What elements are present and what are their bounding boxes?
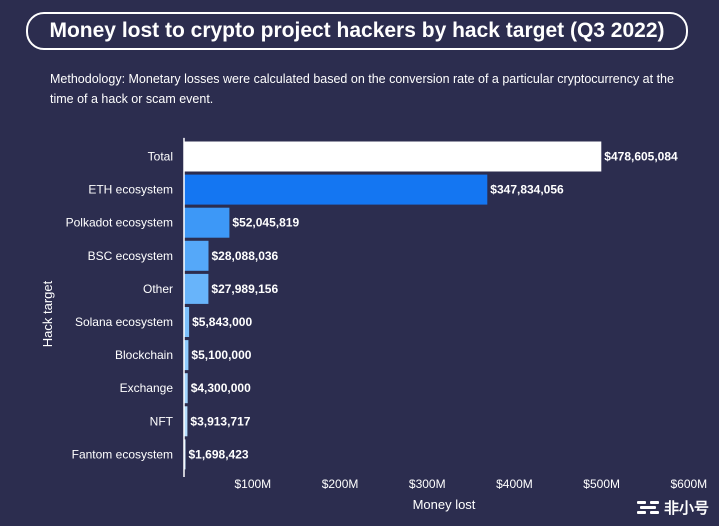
data-label: $4,300,000 [191,381,251,395]
category-label: BSC ecosystem [88,249,173,263]
bar-0 [184,141,602,172]
data-label: $3,913,717 [190,414,250,428]
methodology-note: Methodology: Monetary losses were calcul… [50,72,674,106]
category-label: Exchange [120,381,174,395]
category-label: Other [143,282,173,296]
y-axis-title: Hack target [40,280,55,347]
bar-6 [184,340,189,371]
bar-5 [184,307,190,337]
category-label: NFT [150,414,174,428]
bar-2 [184,207,230,238]
x-tick-label: $100M [234,477,271,491]
data-label: $478,605,084 [604,150,678,164]
bar-4 [184,273,209,304]
data-label: $347,834,056 [490,183,564,197]
data-label: $27,989,156 [211,282,278,296]
bar-7 [184,373,188,404]
data-label: $28,088,036 [212,249,279,263]
chart-title-box: Money lost to crypto project hackers by … [26,12,688,50]
bar-1 [184,174,488,205]
data-label: $5,100,000 [191,348,251,362]
category-label: Polkadot ecosystem [66,216,173,230]
x-tick-label: $300M [409,477,446,491]
category-label: Blockchain [115,348,173,362]
data-label: $52,045,819 [232,216,299,230]
x-axis-title: Money lost [413,497,476,512]
data-label: $5,843,000 [192,315,252,329]
watermark: 非小号 [636,497,709,518]
x-tick-label: $400M [496,477,533,491]
x-tick-label: $200M [322,477,359,491]
x-tick-label: $500M [583,477,620,491]
watermark-logo-icon [636,500,659,516]
bar-8 [184,406,188,437]
chart-title: Money lost to crypto project hackers by … [49,19,665,42]
data-label: $1,698,423 [189,447,249,461]
category-label: Solana ecosystem [75,315,173,329]
watermark-text: 非小号 [663,499,709,517]
category-label: ETH ecosystem [88,183,173,197]
bar-3 [184,240,209,271]
category-label: Total [148,150,173,164]
category-label: Fantom ecosystem [72,447,173,461]
x-tick-label: $600M [670,477,707,491]
